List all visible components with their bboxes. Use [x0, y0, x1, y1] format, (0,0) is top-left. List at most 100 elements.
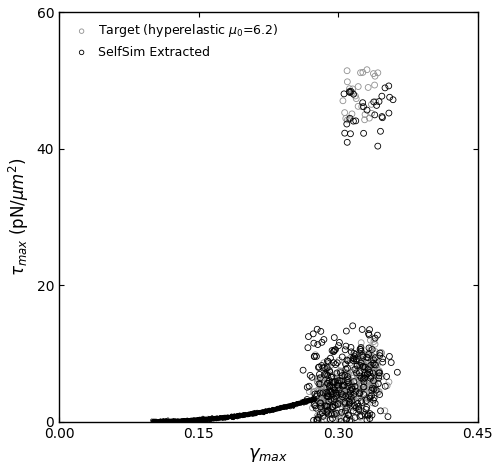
SelfSim Extracted — [178, 416, 186, 424]
SelfSim Extracted — [196, 415, 204, 423]
Target (hyperelastic $\mu_0$=6.2) — [305, 396, 313, 403]
SelfSim Extracted — [303, 398, 311, 406]
SelfSim Extracted — [186, 418, 194, 425]
SelfSim Extracted — [179, 417, 187, 424]
SelfSim Extracted — [262, 407, 270, 415]
Target (hyperelastic $\mu_0$=6.2) — [202, 416, 210, 423]
SelfSim Extracted — [157, 417, 165, 425]
Target (hyperelastic $\mu_0$=6.2) — [333, 370, 341, 378]
Target (hyperelastic $\mu_0$=6.2) — [370, 349, 378, 357]
Target (hyperelastic $\mu_0$=6.2) — [159, 418, 167, 425]
Target (hyperelastic $\mu_0$=6.2) — [162, 418, 170, 425]
Target (hyperelastic $\mu_0$=6.2) — [253, 409, 261, 416]
Target (hyperelastic $\mu_0$=6.2) — [242, 411, 250, 419]
Target (hyperelastic $\mu_0$=6.2) — [291, 400, 299, 407]
SelfSim Extracted — [177, 418, 185, 425]
Target (hyperelastic $\mu_0$=6.2) — [272, 406, 280, 413]
Target (hyperelastic $\mu_0$=6.2) — [289, 401, 297, 408]
SelfSim Extracted — [162, 417, 170, 424]
Target (hyperelastic $\mu_0$=6.2) — [254, 409, 262, 417]
Target (hyperelastic $\mu_0$=6.2) — [362, 372, 370, 379]
SelfSim Extracted — [210, 415, 218, 422]
SelfSim Extracted — [210, 415, 218, 422]
SelfSim Extracted — [350, 402, 358, 409]
SelfSim Extracted — [221, 414, 229, 421]
SelfSim Extracted — [334, 400, 342, 407]
SelfSim Extracted — [228, 414, 235, 421]
Target (hyperelastic $\mu_0$=6.2) — [160, 417, 168, 425]
Target (hyperelastic $\mu_0$=6.2) — [251, 408, 259, 415]
Target (hyperelastic $\mu_0$=6.2) — [290, 400, 298, 407]
SelfSim Extracted — [234, 411, 242, 419]
SelfSim Extracted — [316, 410, 324, 418]
Target (hyperelastic $\mu_0$=6.2) — [323, 376, 331, 384]
SelfSim Extracted — [236, 412, 244, 420]
SelfSim Extracted — [234, 412, 241, 420]
SelfSim Extracted — [350, 357, 358, 365]
SelfSim Extracted — [194, 417, 202, 425]
SelfSim Extracted — [192, 416, 200, 424]
Target (hyperelastic $\mu_0$=6.2) — [259, 408, 267, 415]
SelfSim Extracted — [160, 418, 168, 425]
SelfSim Extracted — [294, 401, 302, 409]
Target (hyperelastic $\mu_0$=6.2) — [190, 417, 198, 424]
SelfSim Extracted — [261, 407, 269, 414]
SelfSim Extracted — [279, 404, 287, 411]
Target (hyperelastic $\mu_0$=6.2) — [306, 388, 314, 396]
Target (hyperelastic $\mu_0$=6.2) — [256, 408, 264, 416]
Target (hyperelastic $\mu_0$=6.2) — [159, 418, 167, 425]
SelfSim Extracted — [161, 417, 169, 425]
Target (hyperelastic $\mu_0$=6.2) — [198, 415, 206, 423]
SelfSim Extracted — [385, 109, 393, 117]
Target (hyperelastic $\mu_0$=6.2) — [291, 401, 299, 408]
Target (hyperelastic $\mu_0$=6.2) — [239, 411, 247, 418]
SelfSim Extracted — [192, 417, 200, 424]
Target (hyperelastic $\mu_0$=6.2) — [232, 412, 239, 419]
Target (hyperelastic $\mu_0$=6.2) — [207, 415, 215, 423]
SelfSim Extracted — [264, 408, 272, 415]
SelfSim Extracted — [338, 408, 345, 416]
Target (hyperelastic $\mu_0$=6.2) — [217, 414, 225, 421]
Target (hyperelastic $\mu_0$=6.2) — [284, 402, 292, 410]
SelfSim Extracted — [224, 413, 232, 420]
SelfSim Extracted — [191, 415, 199, 423]
SelfSim Extracted — [282, 404, 290, 411]
SelfSim Extracted — [183, 417, 191, 425]
Target (hyperelastic $\mu_0$=6.2) — [264, 407, 272, 415]
Target (hyperelastic $\mu_0$=6.2) — [224, 414, 232, 422]
Target (hyperelastic $\mu_0$=6.2) — [191, 416, 199, 423]
SelfSim Extracted — [252, 409, 260, 417]
SelfSim Extracted — [208, 416, 216, 423]
SelfSim Extracted — [205, 416, 213, 423]
Target (hyperelastic $\mu_0$=6.2) — [176, 417, 184, 424]
Target (hyperelastic $\mu_0$=6.2) — [282, 403, 290, 411]
SelfSim Extracted — [173, 417, 181, 425]
Target (hyperelastic $\mu_0$=6.2) — [208, 415, 216, 423]
Target (hyperelastic $\mu_0$=6.2) — [234, 412, 242, 420]
SelfSim Extracted — [257, 409, 265, 417]
Target (hyperelastic $\mu_0$=6.2) — [308, 397, 316, 404]
Target (hyperelastic $\mu_0$=6.2) — [188, 415, 196, 423]
Target (hyperelastic $\mu_0$=6.2) — [212, 415, 220, 422]
Target (hyperelastic $\mu_0$=6.2) — [293, 399, 301, 407]
SelfSim Extracted — [181, 417, 189, 425]
SelfSim Extracted — [196, 414, 203, 422]
Target (hyperelastic $\mu_0$=6.2) — [327, 404, 335, 412]
SelfSim Extracted — [304, 398, 312, 406]
Target (hyperelastic $\mu_0$=6.2) — [170, 418, 177, 425]
SelfSim Extracted — [241, 412, 249, 419]
SelfSim Extracted — [338, 390, 345, 397]
Target (hyperelastic $\mu_0$=6.2) — [302, 398, 310, 405]
SelfSim Extracted — [252, 410, 260, 417]
Target (hyperelastic $\mu_0$=6.2) — [200, 416, 207, 423]
SelfSim Extracted — [220, 413, 228, 420]
Target (hyperelastic $\mu_0$=6.2) — [300, 398, 308, 406]
SelfSim Extracted — [196, 414, 204, 422]
SelfSim Extracted — [190, 416, 198, 424]
Target (hyperelastic $\mu_0$=6.2) — [151, 418, 159, 425]
Target (hyperelastic $\mu_0$=6.2) — [335, 357, 343, 364]
SelfSim Extracted — [254, 409, 262, 417]
Target (hyperelastic $\mu_0$=6.2) — [270, 405, 278, 413]
Target (hyperelastic $\mu_0$=6.2) — [370, 81, 378, 89]
Target (hyperelastic $\mu_0$=6.2) — [247, 410, 255, 417]
